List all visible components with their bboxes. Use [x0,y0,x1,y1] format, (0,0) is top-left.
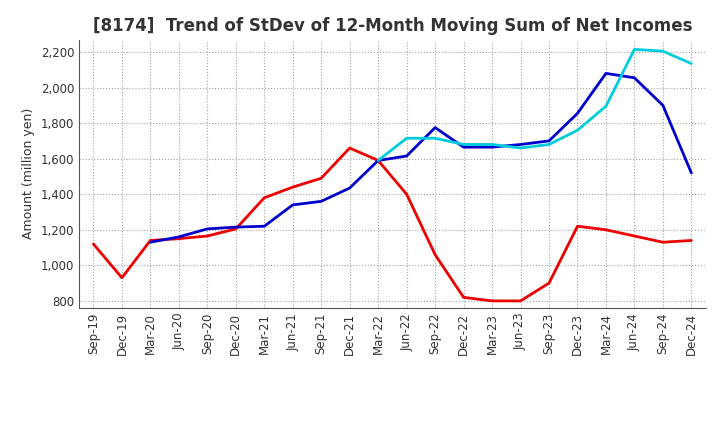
3 Years [459,295,468,300]
5 Years [487,144,496,150]
5 Years [459,144,468,150]
5 Years [232,224,240,230]
3 Years [89,242,98,247]
5 Years [602,71,611,76]
5 Years [516,142,525,147]
5 Years [659,103,667,108]
3 Years [687,238,696,243]
3 Years [117,275,126,280]
3 Years [346,145,354,150]
7 Years [573,128,582,133]
3 Years [659,240,667,245]
5 Years [203,226,212,231]
3 Years [374,158,382,163]
Line: 5 Years: 5 Years [150,73,691,242]
7 Years [402,136,411,141]
5 Years [573,111,582,116]
3 Years [573,224,582,229]
3 Years [545,280,554,286]
3 Years [174,236,183,241]
5 Years [174,234,183,239]
5 Years [289,202,297,208]
Line: 7 Years: 7 Years [378,49,691,161]
3 Years [289,184,297,190]
7 Years [516,145,525,150]
Line: 3 Years: 3 Years [94,148,691,301]
5 Years [260,224,269,229]
3 Years [516,298,525,304]
5 Years [146,240,155,245]
7 Years [630,47,639,52]
3 Years [602,227,611,232]
3 Years [232,226,240,231]
7 Years [687,61,696,66]
7 Years [602,103,611,109]
3 Years [487,298,496,304]
Title: [8174]  Trend of StDev of 12-Month Moving Sum of Net Incomes: [8174] Trend of StDev of 12-Month Moving… [93,17,692,35]
3 Years [431,252,439,257]
5 Years [346,185,354,191]
3 Years [402,191,411,197]
7 Years [659,48,667,54]
3 Years [260,195,269,201]
3 Years [317,176,325,181]
5 Years [374,158,382,163]
Y-axis label: Amount (million yen): Amount (million yen) [22,108,35,239]
7 Years [487,142,496,147]
5 Years [317,199,325,204]
5 Years [402,154,411,159]
3 Years [146,238,155,243]
5 Years [630,75,639,81]
7 Years [459,142,468,147]
5 Years [545,138,554,143]
7 Years [545,142,554,147]
7 Years [374,158,382,163]
5 Years [431,125,439,130]
5 Years [687,170,696,176]
7 Years [431,136,439,141]
3 Years [630,233,639,238]
3 Years [203,233,212,238]
